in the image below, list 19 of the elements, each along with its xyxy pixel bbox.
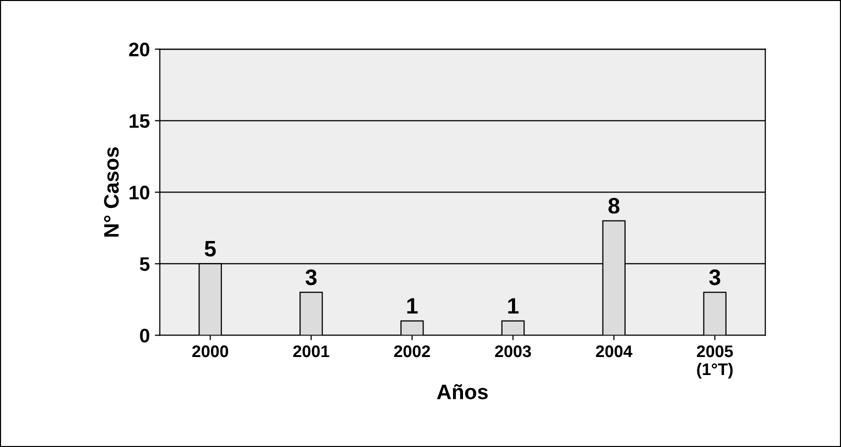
- y-axis-title: N° Casos: [104, 147, 119, 237]
- data-label: 1: [508, 298, 519, 314]
- x-axis-title: Años: [437, 384, 488, 400]
- x-tick-label: 2003: [495, 345, 531, 358]
- y-tick-label: 10: [130, 186, 150, 200]
- data-label: 5: [204, 241, 216, 257]
- y-tick-label: 0: [140, 328, 150, 342]
- y-tick-label: 5: [140, 257, 150, 271]
- y-tick-label: 15: [130, 114, 150, 128]
- y-tick-label: 20: [129, 42, 150, 56]
- x-tick-label: 2000: [192, 345, 228, 358]
- data-label: 3: [306, 269, 317, 286]
- x-tick-label: 2002: [394, 345, 430, 358]
- data-label: 3: [709, 269, 720, 286]
- data-label: 1: [407, 298, 418, 314]
- x-tick-label: 2004: [596, 345, 632, 358]
- x-tick-label: 2001: [293, 345, 330, 358]
- x-tick-label: 2005 (1°T): [696, 345, 733, 378]
- data-label: 8: [608, 198, 620, 214]
